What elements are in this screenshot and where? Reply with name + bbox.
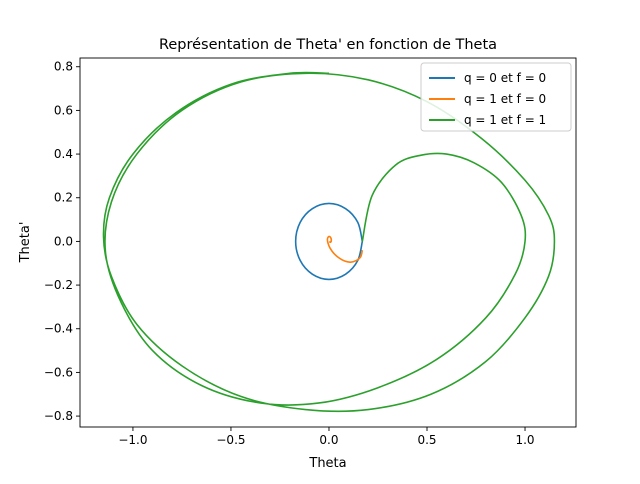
y-tick-label: −0.2 (44, 278, 73, 292)
x-tick-label: 1.0 (515, 433, 534, 447)
series-line-2 (326, 235, 364, 263)
x-tick-label: 0.0 (319, 433, 338, 447)
legend-box (420, 62, 572, 132)
y-tick-label: 0.0 (54, 234, 73, 248)
chart-title: Représentation de Theta' en fonction de … (159, 37, 497, 53)
x-tick-label: −1.0 (118, 433, 147, 447)
y-tick-label: −0.4 (44, 322, 73, 336)
x-tick-label: −0.5 (216, 433, 245, 447)
y-tick-label: 0.2 (54, 191, 73, 205)
legend-label: q = 1 et f = 0 (464, 92, 546, 106)
y-tick-label: −0.8 (44, 409, 73, 423)
y-tick-label: −0.6 (44, 365, 73, 379)
x-axis-label: Theta (308, 456, 346, 471)
x-axis: −1.0 −0.5 0.0 0.5 1.0 (118, 427, 535, 447)
plot-frame (79, 57, 577, 428)
x-tick-label: 0.5 (417, 433, 436, 447)
legend-label: q = 0 et f = 0 (464, 71, 546, 85)
y-tick-label: 0.8 (54, 60, 73, 74)
y-tick-label: 0.4 (54, 147, 73, 161)
legend-label: q = 1 et f = 1 (464, 113, 546, 127)
y-axis: −0.8 −0.6 −0.4 −0.2 0.0 0.2 0.4 0.6 0.8 (44, 60, 80, 423)
y-axis-label: Theta' (18, 222, 33, 264)
series-line-1 (294, 202, 364, 281)
plot-area (102, 71, 556, 413)
series-line-3 (102, 71, 556, 413)
y-tick-label: 0.6 (54, 103, 73, 117)
legend: q = 0 et f = 0 q = 1 et f = 0 q = 1 et f =… (420, 62, 572, 132)
